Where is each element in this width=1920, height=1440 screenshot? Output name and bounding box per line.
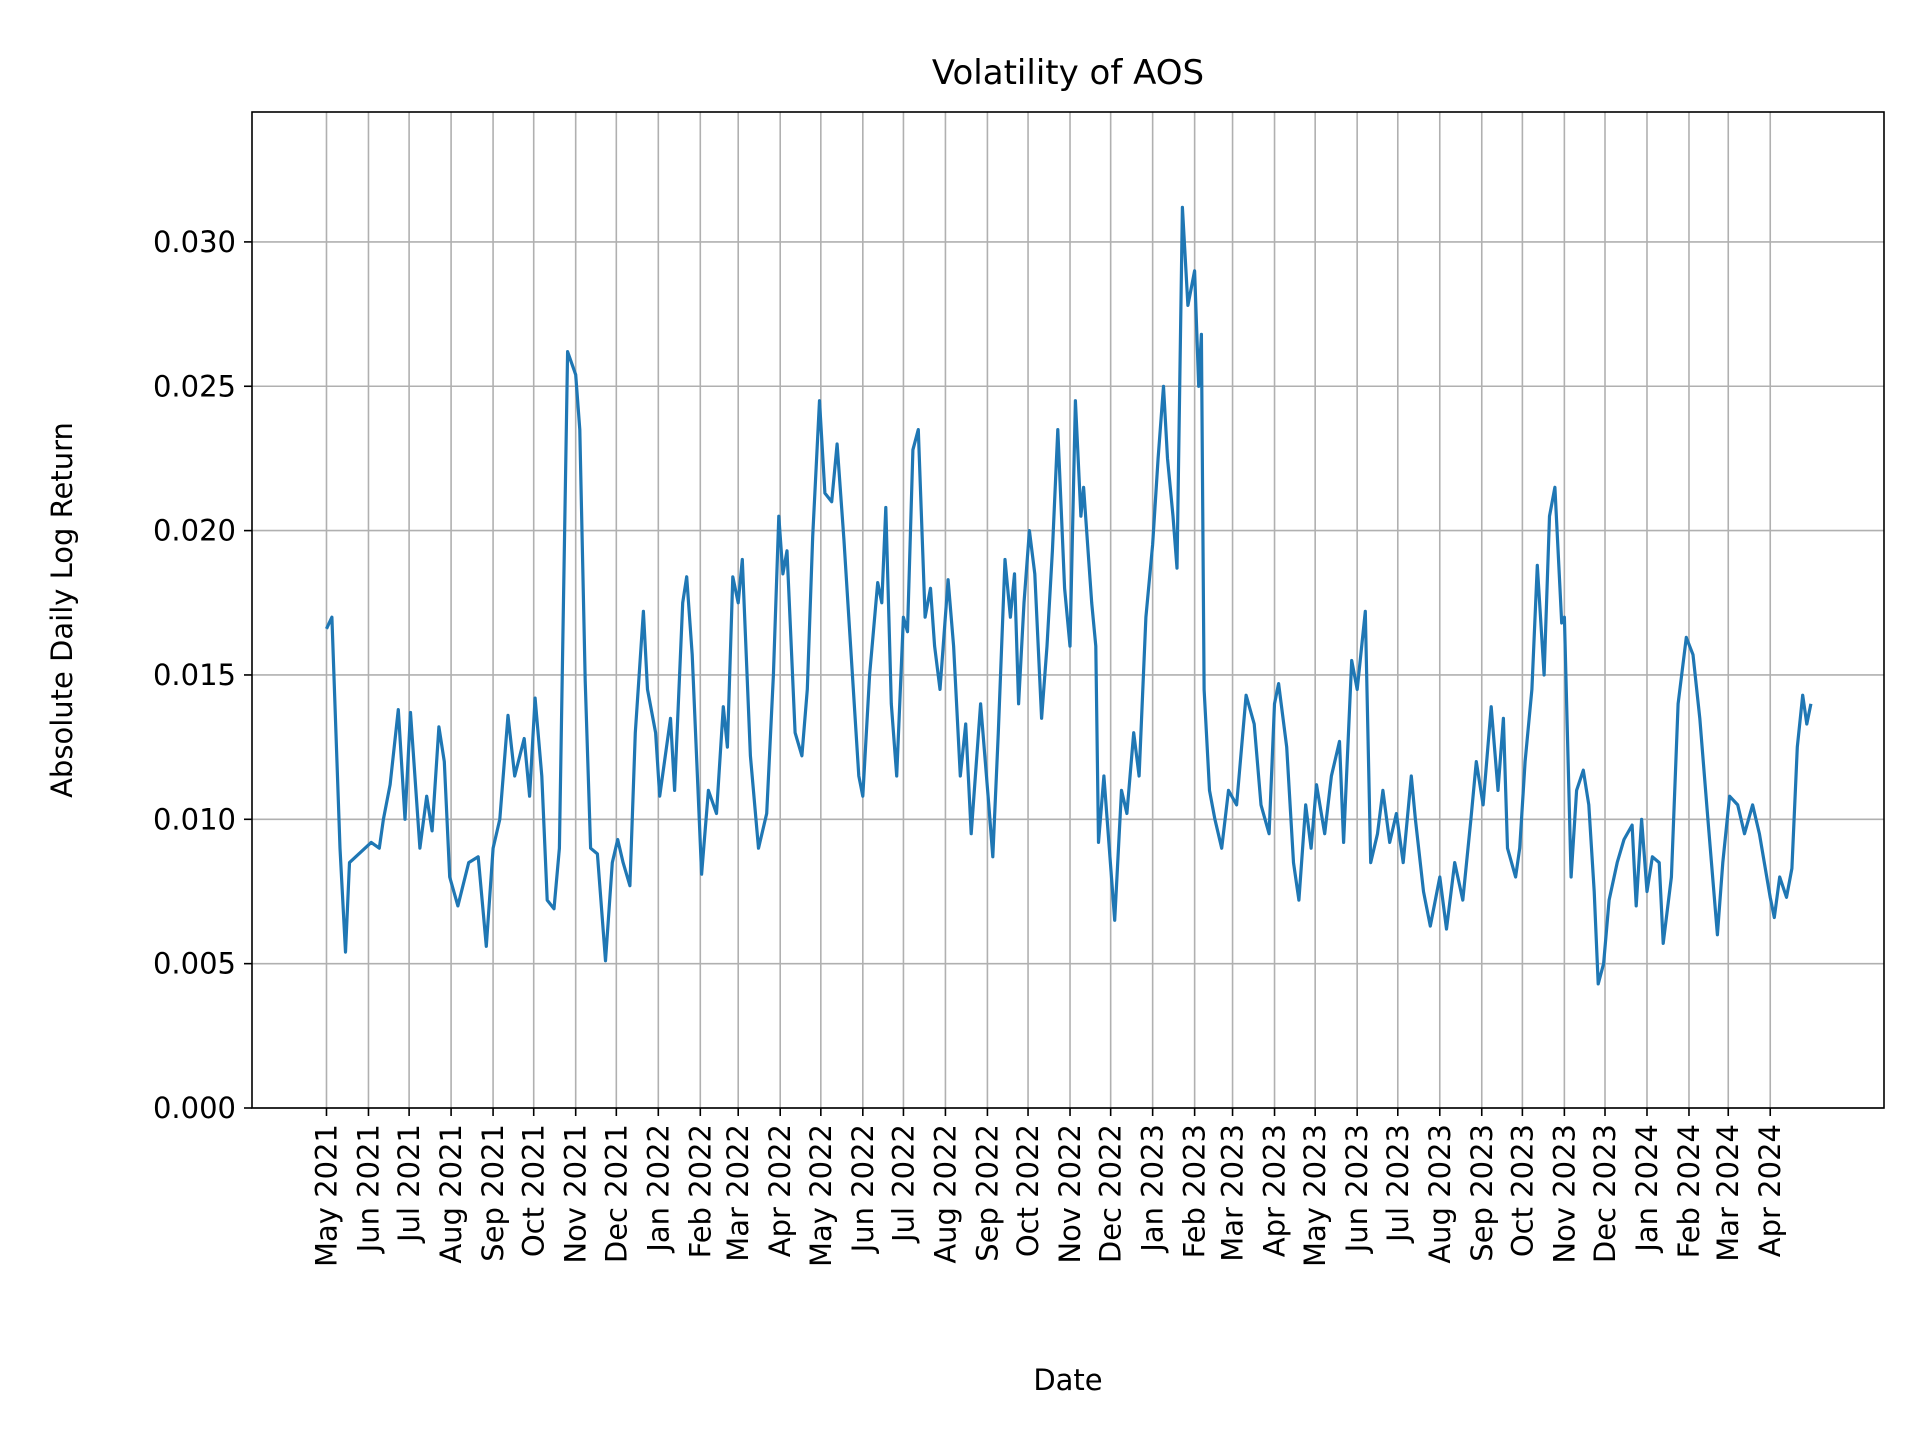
x-tick-label: Apr 2023 [1258,1124,1292,1257]
x-tick-label: Jan 2024 [1630,1124,1664,1254]
y-tick-label: 0.025 [153,369,236,403]
y-tick-label: 0.015 [153,658,236,692]
x-tick-label: May 2021 [309,1124,343,1267]
x-tick-label: Aug 2021 [434,1124,468,1264]
volatility-line [325,205,1813,986]
x-tick-label: Sep 2022 [970,1124,1004,1262]
x-tick-label: Aug 2023 [1423,1124,1457,1264]
y-tick-label: 0.000 [153,1091,236,1125]
x-tick-label: Jan 2022 [641,1124,675,1254]
y-tick-label: 0.020 [153,514,236,548]
y-axis-label: Absolute Daily Log Return [45,422,79,798]
x-tick-label: Oct 2022 [1011,1124,1045,1257]
x-tick-label: Dec 2021 [599,1124,633,1263]
x-tick-label: Jul 2022 [886,1124,920,1244]
x-tick-label: Jun 2023 [1340,1124,1374,1254]
series-layer [325,205,1813,986]
y-tick-label: 0.010 [153,802,236,836]
grid [252,112,1884,1109]
x-tick-label: Feb 2024 [1672,1124,1706,1258]
y-axis: 0.000 0.005 0.010 0.015 0.020 0.025 0.030 [153,225,252,1125]
x-axis: May 2021 Jun 2021 Jul 2021 Aug 2021 Sep 2021… [309,1108,1787,1267]
x-tick-label: Nov 2021 [559,1124,593,1264]
x-tick-label: Jul 2021 [392,1124,426,1244]
x-tick-label: May 2022 [804,1124,838,1267]
x-tick-label: Jan 2023 [1136,1124,1170,1254]
x-tick-label: Jul 2023 [1381,1124,1415,1244]
x-tick-label: Mar 2022 [721,1124,755,1262]
x-tick-label: Sep 2021 [476,1124,510,1262]
x-tick-label: May 2023 [1298,1124,1332,1267]
x-tick-label: Mar 2024 [1711,1124,1745,1262]
x-tick-label: Feb 2023 [1178,1124,1212,1258]
x-tick-label: Apr 2024 [1753,1124,1787,1257]
plot-frame [251,111,1885,1109]
x-tick-label: Feb 2022 [683,1124,717,1258]
x-tick-label: Nov 2022 [1053,1124,1087,1264]
chart-title: Volatility of AOS [932,53,1204,93]
y-tick-label: 0.030 [153,225,236,259]
x-tick-label: Oct 2023 [1505,1124,1539,1257]
x-tick-label: Nov 2023 [1547,1124,1581,1264]
x-axis-label: Date [1033,1363,1102,1397]
x-tick-label: Dec 2022 [1094,1124,1128,1263]
x-tick-label: Sep 2023 [1465,1124,1499,1262]
x-tick-label: Dec 2023 [1588,1124,1622,1263]
x-tick-label: Jun 2022 [846,1124,880,1254]
y-tick-label: 0.005 [153,947,236,981]
x-tick-label: Oct 2021 [517,1124,551,1257]
x-tick-label: Jun 2021 [351,1124,385,1254]
x-tick-label: Mar 2023 [1216,1124,1250,1262]
x-tick-label: Apr 2022 [763,1124,797,1257]
x-tick-label: Aug 2022 [928,1124,962,1264]
